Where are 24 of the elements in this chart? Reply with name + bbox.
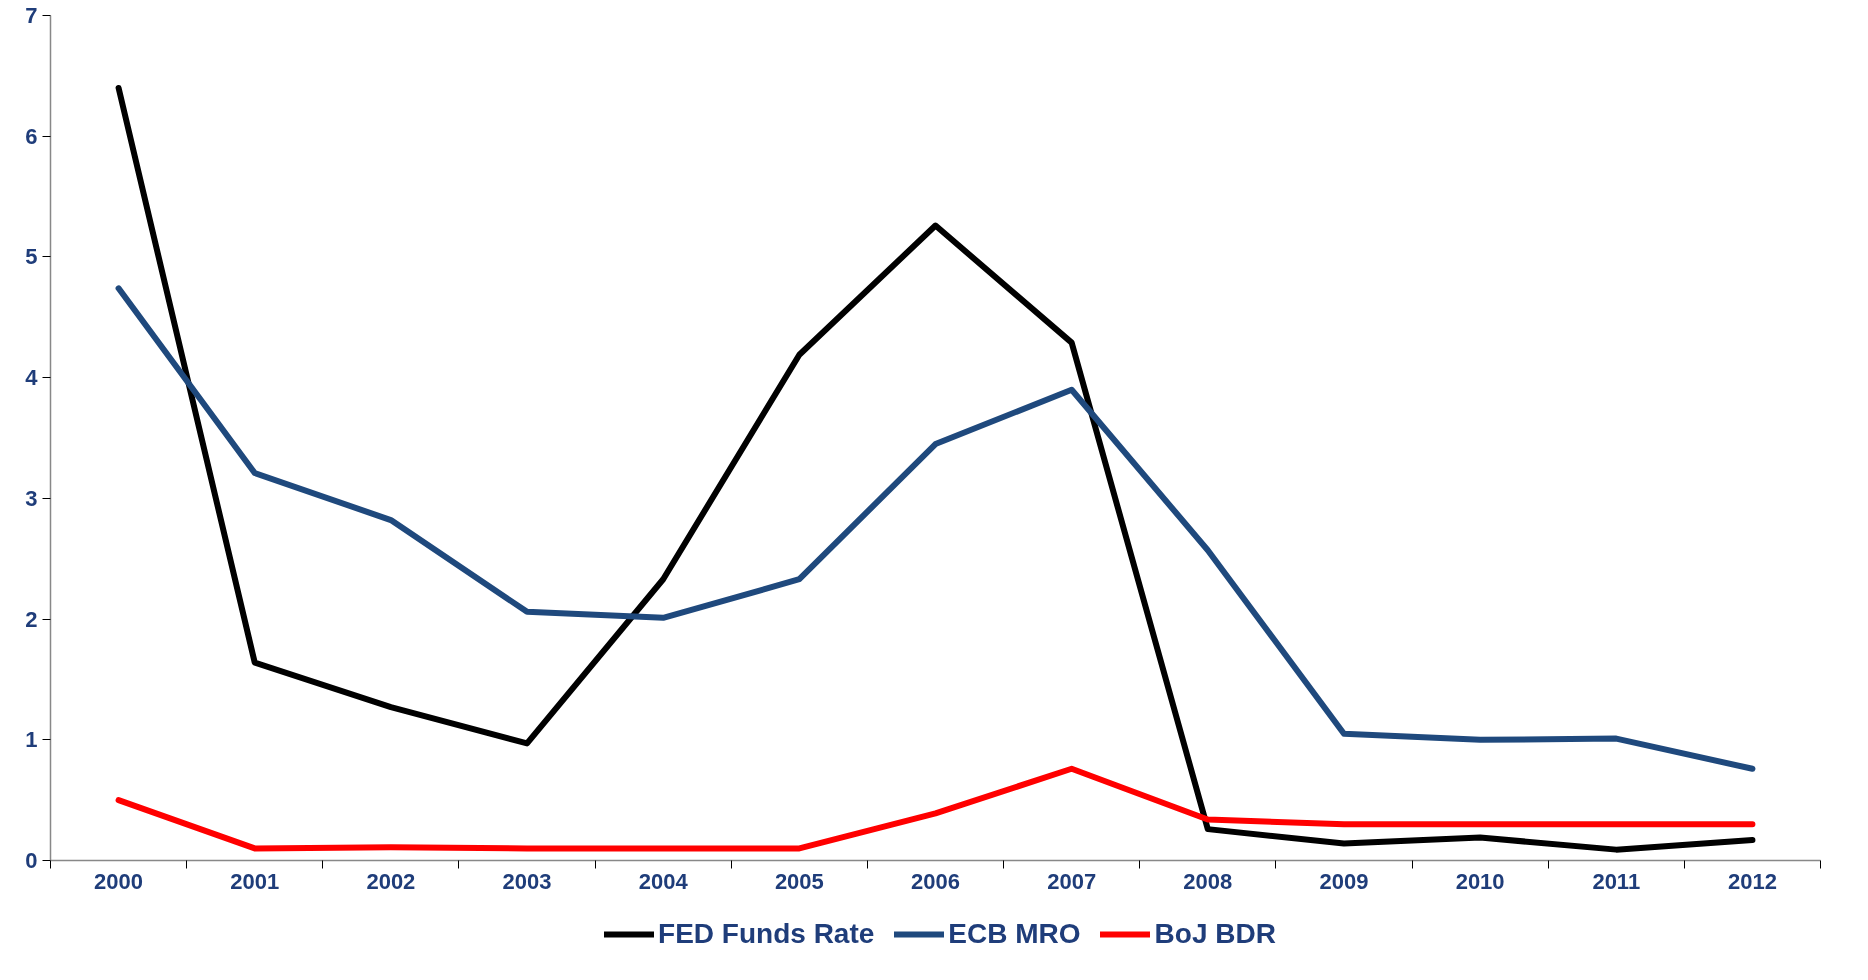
x-tick-label: 2010 <box>1455 868 1505 894</box>
x-tick-label: 2011 <box>1592 868 1641 894</box>
x-tick-label: 2005 <box>774 868 824 894</box>
x-tick-label: 2001 <box>230 868 280 894</box>
x-tick-label: 2007 <box>1047 868 1097 894</box>
x-tick-label: 2008 <box>1183 868 1233 894</box>
legend-label: FED Funds Rate <box>658 918 875 950</box>
y-tick-label: 7 <box>25 3 38 28</box>
x-tick-label: 2003 <box>502 868 552 894</box>
x-tick-label: 2004 <box>638 868 689 894</box>
y-tick-label: 3 <box>25 485 38 511</box>
y-tick-label: 1 <box>25 727 38 753</box>
y-tick-label: 2 <box>25 606 38 632</box>
x-tick-label: 2009 <box>1319 868 1369 894</box>
y-tick-label: 6 <box>25 123 38 149</box>
legend-label: ECB MRO <box>948 918 1081 950</box>
x-tick-label: 2000 <box>94 868 144 894</box>
legend-label: BoJ BDR <box>1154 918 1276 950</box>
y-tick-label: 4 <box>25 365 39 391</box>
y-tick-label: 0 <box>25 848 38 873</box>
y-tick-label: 5 <box>25 244 38 270</box>
x-tick-label: 2012 <box>1727 868 1777 894</box>
x-tick-label: 2006 <box>911 868 960 894</box>
x-tick-label: 2002 <box>366 868 416 894</box>
